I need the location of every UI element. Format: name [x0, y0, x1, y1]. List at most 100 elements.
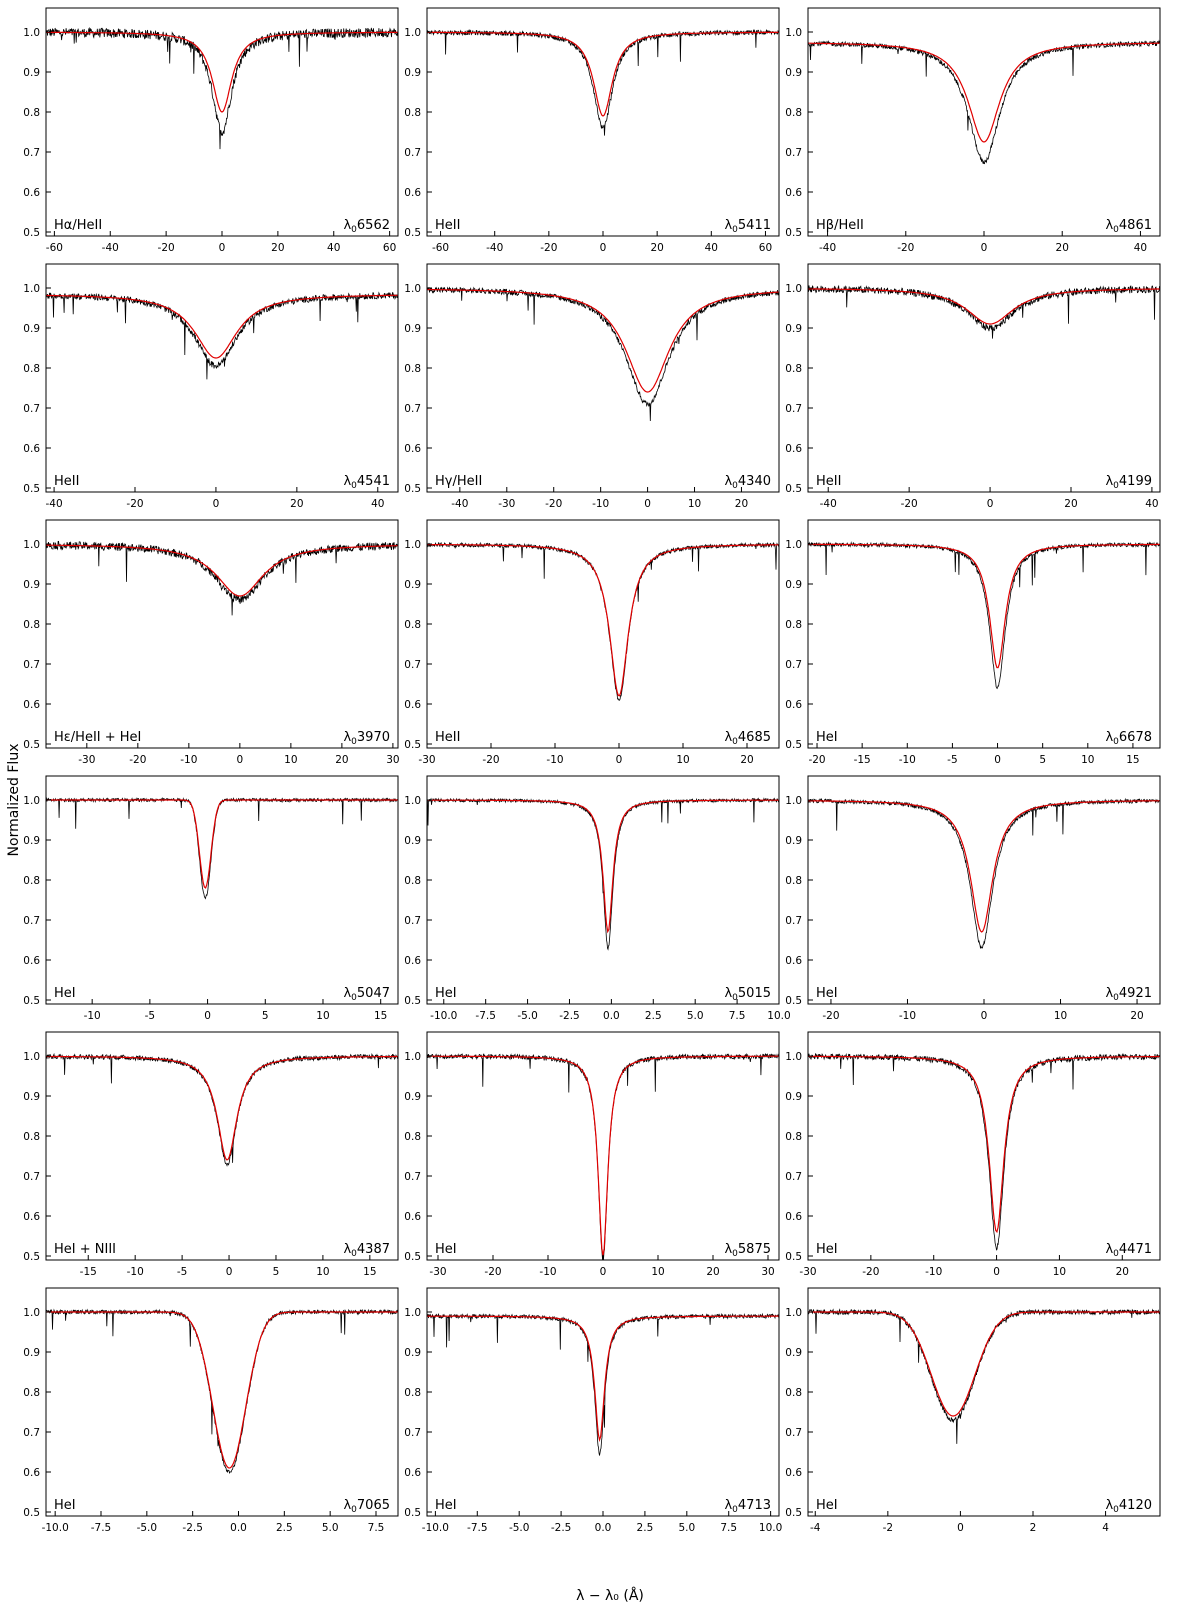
panel-11: 0.5 0.6 0.7 0.8 0.9 1.0 -20 -10 0 10 20 HeI λ04921 — [785, 775, 1161, 1022]
panel-frame — [807, 1287, 1161, 1517]
y-tick-label: 0.8 — [404, 619, 421, 631]
x-tick-label: 10 — [651, 1266, 664, 1278]
x-tick-label: -20 — [540, 242, 557, 254]
y-tick-label: 0.7 — [404, 915, 421, 927]
x-tick-label: 0 — [226, 1266, 233, 1278]
x-tick-label: 10 — [1054, 1010, 1067, 1022]
x-tick-label: 0 — [616, 754, 623, 766]
panel-frame — [807, 1031, 1161, 1261]
x-tick-label: 10.0 — [759, 1522, 782, 1534]
x-tick-label: 20 — [335, 754, 348, 766]
x-tick-label: -10 — [592, 498, 609, 510]
x-tick-label: 15 — [374, 1010, 387, 1022]
y-tick-label: 0.6 — [785, 443, 802, 455]
y-tick-label: 0.5 — [404, 995, 421, 1007]
y-axis-label-text: Normalized Flux — [6, 744, 22, 857]
x-tick-label: 15 — [363, 1266, 376, 1278]
wavelength-label: λ04199 — [1105, 474, 1152, 491]
x-tick-label: -20 — [126, 498, 143, 510]
x-tick-label: 0 — [981, 242, 988, 254]
x-tick-label: -20 — [129, 754, 146, 766]
x-tick-label: -5.0 — [137, 1522, 158, 1534]
y-tick-label: 1.0 — [23, 1307, 40, 1319]
observed-spectrum-line — [427, 1312, 779, 1456]
line-label: HeI + NIII — [54, 1242, 116, 1257]
y-tick-label: 1.0 — [785, 795, 802, 807]
wavelength-label: λ06562 — [343, 218, 390, 235]
x-tick-label: 10 — [688, 498, 701, 510]
y-tick-label: 0.6 — [404, 187, 421, 199]
observed-spectrum-line — [427, 1053, 779, 1260]
y-tick-label: 0.9 — [23, 323, 40, 335]
model-spectrum-line — [427, 288, 779, 393]
x-tick-label: -40 — [820, 498, 837, 510]
y-tick-label: 0.6 — [23, 187, 40, 199]
panel-10: 0.5 0.6 0.7 0.8 0.9 1.0 -10.0 -7.5 -5.0 -2.5 0.0 2.… — [404, 775, 791, 1022]
panel-5: 0.5 0.6 0.7 0.8 0.9 1.0 -40 -20 0 20 40 HeII λ04199 — [785, 263, 1161, 510]
panel-17: 0.5 0.6 0.7 0.8 0.9 1.0 -4 -2 0 2 4 HeI λ04120 — [785, 1287, 1161, 1534]
wavelength-label: λ04921 — [1105, 986, 1152, 1003]
wavelength-label: λ05875 — [724, 1242, 771, 1259]
x-tick-label: 2.5 — [645, 1010, 662, 1022]
y-tick-label: 0.5 — [23, 227, 40, 239]
y-tick-label: 0.9 — [785, 1347, 802, 1359]
wavelength-label: λ04713 — [724, 1498, 771, 1515]
y-tick-label: 0.6 — [785, 955, 802, 967]
x-tick-label: -40 — [819, 242, 836, 254]
wavelength-label: λ04685 — [724, 730, 771, 747]
x-tick-label: 30 — [386, 754, 399, 766]
x-tick-label: 5.0 — [322, 1522, 339, 1534]
x-tick-label: 2 — [1030, 1522, 1037, 1534]
panel-12: 0.5 0.6 0.7 0.8 0.9 1.0 -15 -10 -5 0 5 10 15 HeI + NI… — [23, 1031, 399, 1278]
x-tick-label: 0 — [213, 498, 220, 510]
x-tick-label: 40 — [1134, 242, 1147, 254]
wavelength-label: λ05047 — [343, 986, 390, 1003]
x-tick-label: -10 — [925, 1266, 942, 1278]
model-spectrum-line — [427, 31, 779, 117]
x-tick-label: 5.0 — [678, 1522, 695, 1534]
x-tick-label: -30 — [799, 1266, 816, 1278]
y-tick-label: 0.8 — [23, 619, 40, 631]
x-tick-label: -20 — [901, 498, 918, 510]
y-tick-label: 0.7 — [785, 147, 802, 159]
y-tick-label: 0.8 — [785, 1387, 802, 1399]
line-label: HeI — [816, 1498, 838, 1513]
x-tick-label: 4 — [1102, 1522, 1109, 1534]
x-tick-label: -7.5 — [91, 1522, 112, 1534]
panel-13: 0.5 0.6 0.7 0.8 0.9 1.0 -30 -20 -10 0 10 20 30 HeI λ05… — [404, 1031, 780, 1278]
x-tick-label: -20 — [545, 498, 562, 510]
y-tick-label: 1.0 — [404, 539, 421, 551]
line-label: Hε/HeII + HeI — [54, 730, 141, 745]
y-tick-label: 0.8 — [785, 619, 802, 631]
x-tick-label: 0 — [600, 242, 607, 254]
observed-spectrum-line — [46, 1308, 398, 1474]
observed-spectrum-line — [46, 291, 398, 380]
y-tick-label: 0.5 — [23, 483, 40, 495]
panel-frame — [807, 263, 1161, 493]
y-tick-label: 1.0 — [23, 283, 40, 295]
observed-spectrum-line — [46, 26, 398, 150]
y-tick-label: 1.0 — [785, 1051, 802, 1063]
observed-spectrum-line — [808, 797, 1160, 949]
line-label: Hγ/HeII — [435, 474, 482, 489]
y-tick-label: 0.6 — [23, 699, 40, 711]
y-tick-label: 0.6 — [785, 1211, 802, 1223]
y-tick-label: 0.7 — [404, 147, 421, 159]
y-tick-label: 0.5 — [785, 995, 802, 1007]
y-tick-label: 0.9 — [404, 1347, 421, 1359]
y-tick-label: 0.9 — [23, 67, 40, 79]
x-tick-label: -15 — [854, 754, 871, 766]
wavelength-label: λ03970 — [343, 730, 390, 747]
model-spectrum-line — [427, 799, 779, 934]
x-tick-label: -20 — [862, 1266, 879, 1278]
observed-spectrum-line — [808, 39, 1160, 165]
x-tick-label: 20 — [1064, 498, 1077, 510]
y-tick-label: 0.5 — [404, 483, 421, 495]
y-tick-label: 0.5 — [404, 1507, 421, 1519]
y-tick-label: 0.5 — [23, 739, 40, 751]
x-tick-label: 2.5 — [276, 1522, 293, 1534]
panel-frame — [807, 775, 1161, 1005]
x-tick-label: 0 — [204, 1010, 211, 1022]
y-tick-label: 0.8 — [404, 107, 421, 119]
